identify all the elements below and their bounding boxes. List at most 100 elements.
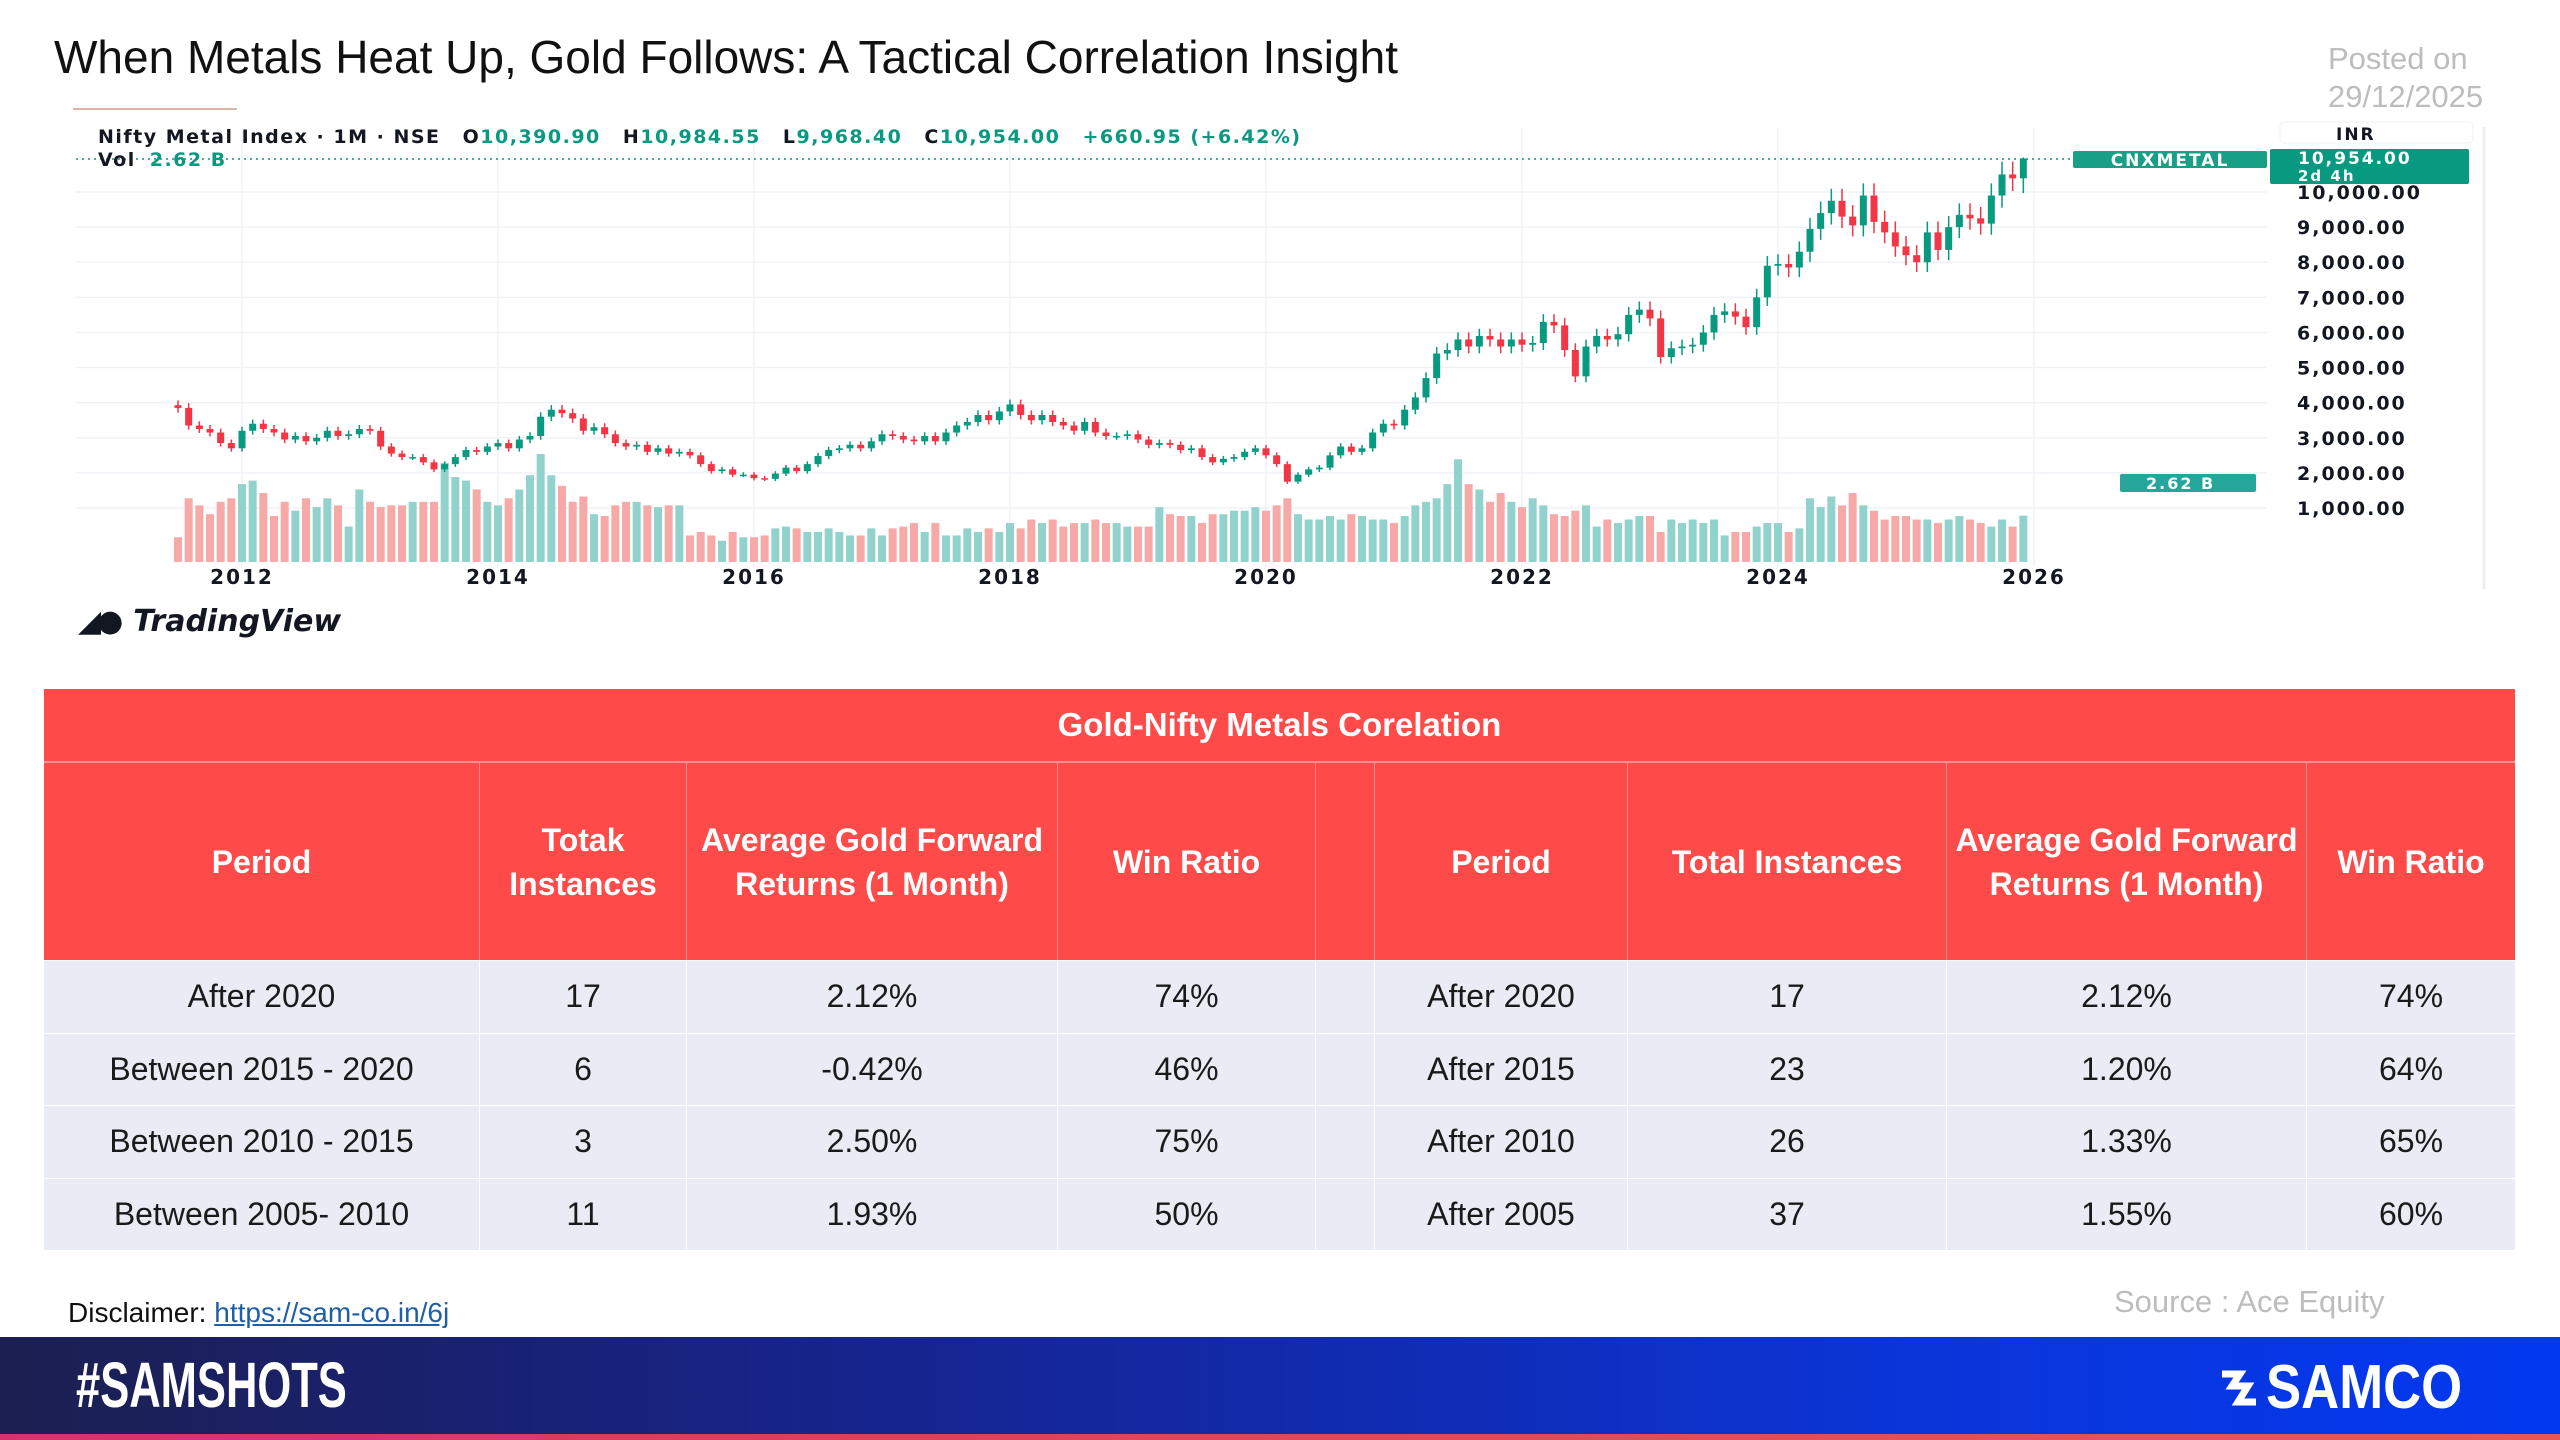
volume-bar [1134,526,1142,562]
volume-bar [1646,515,1654,562]
header-win-ratio-cumulative: Win Ratio [2307,763,2515,960]
y-tick-label: 2,000.00 [2297,463,2407,485]
x-tick-label: 2012 [210,565,274,589]
candle-body [1657,318,1665,358]
volume-bar [408,501,417,562]
volume-bar [728,531,737,562]
candle-body [675,451,683,454]
candle-body [1977,218,1985,224]
volume-bar [526,475,534,562]
volume-bar [792,528,801,562]
candle-body [1347,446,1355,452]
volume-bar [814,531,822,562]
table-cell: Between 2005- 2010 [44,1177,480,1250]
table-cell: 74% [1058,960,1316,1033]
volume-bar [312,507,321,562]
tradingview-wordmark: TradingView [133,604,342,639]
table-cell: 74% [2307,960,2515,1033]
table-cell: 2.50% [687,1105,1058,1178]
candle-body [814,456,822,465]
volume-bar [227,498,236,562]
candle-body [1934,232,1942,250]
ticker-badge [2073,151,2267,168]
candle-body [537,416,545,437]
volume-bar [1624,519,1633,562]
candle-body [942,432,950,442]
volume-bar [835,531,844,562]
volume-badge-value: 2.62 B [2146,474,2215,493]
x-tick-label: 2020 [1234,565,1298,589]
table-cell: 23 [1628,1032,1947,1105]
volume-bar [1048,519,1057,562]
candle-body [441,464,449,470]
y-tick-label: 10,000.00 [2297,182,2422,204]
volume-bar [622,501,630,562]
candle-body [1923,232,1931,263]
candle-body [643,444,651,452]
volume-bar [600,515,609,562]
volume-bar [1934,523,1942,562]
footer-band [0,1337,2560,1434]
disclaimer-link[interactable]: https://sam-co.in/6j [214,1297,450,1328]
x-axis[interactable]: 2012 2014 2016 2018 2020 2022 2024 2026 [210,565,2066,589]
candle-body [771,473,779,479]
y-tick-label: 5,000.00 [2297,358,2407,380]
candle-body [1027,414,1035,421]
candle-body [1401,409,1409,426]
volume-bar [1464,484,1473,562]
candle-body [227,443,235,449]
volume-bar [686,535,694,562]
volume-bar [1582,505,1590,562]
candle-body [1529,342,1537,345]
header-instances-cumulative: Total Instances [1628,763,1947,960]
currency-box[interactable] [2279,121,2474,144]
ticker-label: CNXMETAL [2111,151,2230,171]
volume-bar [963,528,972,562]
volume-bar [1240,510,1249,562]
candle-body [1507,339,1515,347]
table-spacer-cell [1316,1177,1375,1250]
nifty-metal-chart[interactable]: Nifty Metal Index · 1M · NSE O10,390.90 … [0,0,2560,640]
volume-bar [323,498,332,562]
candle-body [462,450,470,458]
candle-body [857,444,865,449]
candle-body [1081,421,1089,431]
candle-body [1017,404,1025,415]
volume-bar [1880,519,1889,562]
y-tick-label: 3,000.00 [2297,428,2407,450]
candle-body [739,474,747,477]
volume-bar [2019,515,2028,562]
candle-body [995,411,1003,421]
volume-bar [1208,514,1217,562]
volume-bar [1443,484,1452,562]
candle-body [761,478,769,480]
y-axis[interactable]: 10,000.00 9,000.00 8,000.00 7,000.00 6,000.0… [2297,182,2422,520]
volume-bar [451,477,460,562]
table-cell: 1.20% [1947,1032,2307,1105]
volume-bar [771,528,780,562]
candle-body [1667,348,1675,358]
volume-bar [760,535,769,562]
volume-bar [1272,505,1281,562]
y-tick-label: 8,000.00 [2297,252,2407,274]
volume-bar [1219,514,1228,562]
volume-bar [366,501,374,562]
volume-bar [430,501,438,562]
header-avg-return-cumulative: Average Gold Forward Returns (1 Month) [1947,763,2307,960]
volume-bar [1763,523,1772,562]
x-tick-label: 2018 [978,565,1042,589]
candle-body [1806,228,1814,252]
candle-body [1859,195,1867,226]
tradingview-logo[interactable]: ◢● TradingView [78,604,341,639]
table-cell: 2.12% [1947,960,2307,1033]
candle-body [387,446,395,454]
volume-bar [643,505,652,562]
candle-body [601,427,609,435]
header-spacer [1316,763,1375,960]
candle-body [921,436,929,442]
candle-body [1550,321,1558,326]
volume-bar [355,489,364,562]
volume-bar [1486,501,1494,562]
candle-body [494,443,502,447]
candle-body [409,457,417,459]
